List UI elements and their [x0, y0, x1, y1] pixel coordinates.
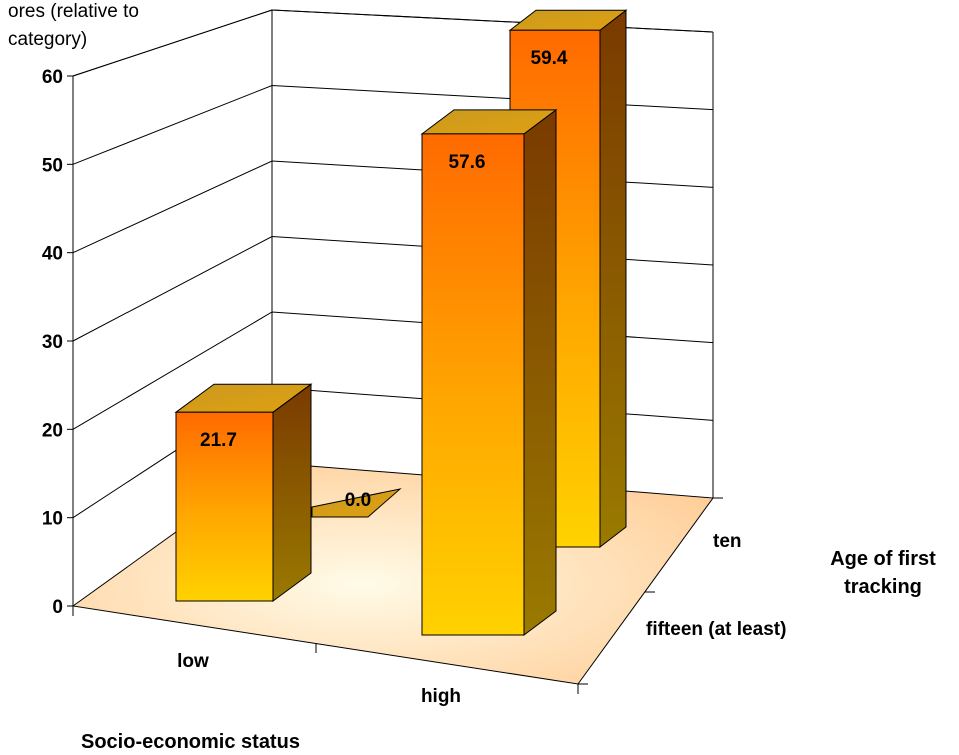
bar-fifteen-at-least--low-value-label: 21.7	[200, 430, 237, 451]
bar-ten-low-face	[311, 488, 402, 518]
bar-fifteen-at-least--low-side	[272, 383, 312, 602]
y-axis-label-line-2: category)	[8, 29, 87, 50]
depth-axis-title-line-2: tracking	[844, 576, 922, 598]
x-category-label-high: high	[421, 686, 461, 707]
bar-ten-high-value-label: 59.4	[531, 48, 568, 69]
y-tick-label-60: 60	[42, 67, 63, 88]
y-axis-label-line-1: ores (relative to	[8, 1, 139, 22]
x-axis-title: Socio-economic status	[81, 731, 300, 753]
bar-fifteen-at-least--high-side	[523, 108, 557, 636]
x-category-label-low: low	[177, 651, 209, 672]
bars: 59.4 0.0 57.6 21.7	[174, 9, 628, 636]
y-axis: 0 10 20 30 40 50 60	[42, 67, 73, 618]
bar-fifteen-at-least--low: 21.7	[174, 383, 313, 602]
y-tick-label-0: 0	[52, 597, 63, 618]
y-tick-label-30: 30	[42, 332, 63, 353]
y-tick-label-10: 10	[42, 509, 63, 530]
bar-fifteen-at-least--high: 57.6	[420, 108, 558, 636]
y-tick-label-40: 40	[42, 244, 63, 265]
depth-category-label-ten: ten	[713, 531, 742, 552]
bar-ten-low-value-label: 0.0	[345, 490, 371, 511]
y-tick-label-50: 50	[42, 155, 63, 176]
y-tick-label-20: 20	[42, 420, 63, 441]
bar-fifteen-at-least--low-front	[175, 411, 274, 602]
depth-category-label-fifteen: fifteen (at least)	[646, 619, 786, 640]
bar-fifteen-at-least--high-front	[421, 133, 525, 636]
category-axis-ticks	[72, 497, 723, 694]
bar-ten-low: 0.0	[311, 488, 402, 518]
bar-fifteen-at-least--high-value-label: 57.6	[449, 152, 486, 173]
bar-ten-high-side	[599, 9, 627, 549]
depth-axis-title-line-1: Age of first	[830, 548, 936, 570]
